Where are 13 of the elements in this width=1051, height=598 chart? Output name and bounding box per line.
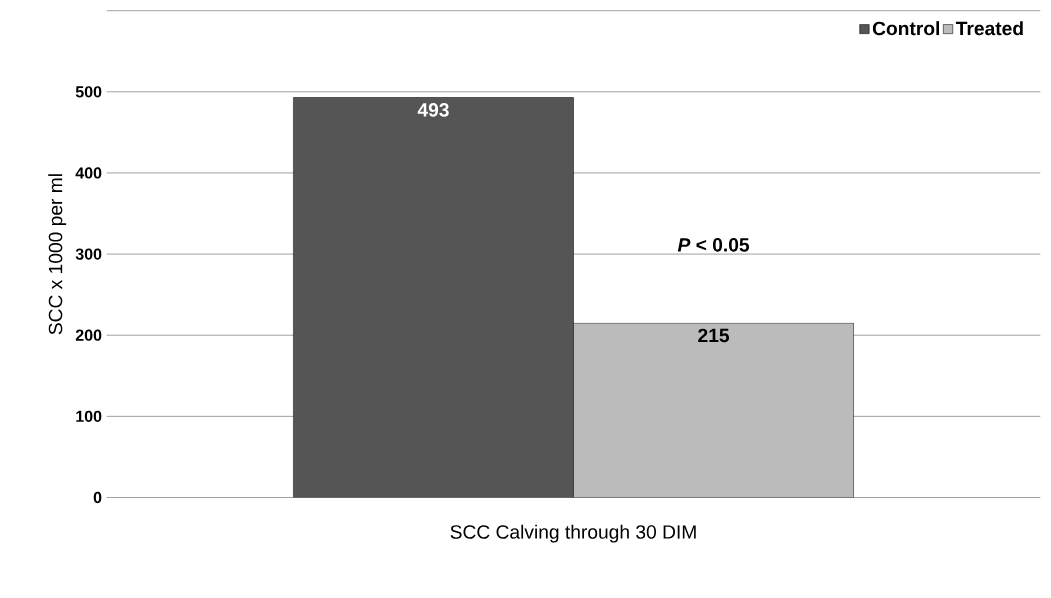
y-tick-label: 0 [93,492,102,504]
y-tick-label: 100 [76,410,102,423]
data-label: 493 [417,103,449,117]
data-label: 215 [698,328,730,343]
legend-label: Treated [955,21,1023,36]
y-tick-label: 200 [75,329,102,342]
y-tick-label: 300 [75,248,102,260]
legend-label: Control [872,21,940,36]
y-tick-label: 400 [75,167,102,179]
annotation: P < 0.05 [677,238,750,252]
y-axis-title: SCC x 1000 per ml [48,174,67,335]
x-axis-title: SCC Calving through 30 DIM [450,524,696,543]
y-tick-label: 500 [75,86,102,98]
